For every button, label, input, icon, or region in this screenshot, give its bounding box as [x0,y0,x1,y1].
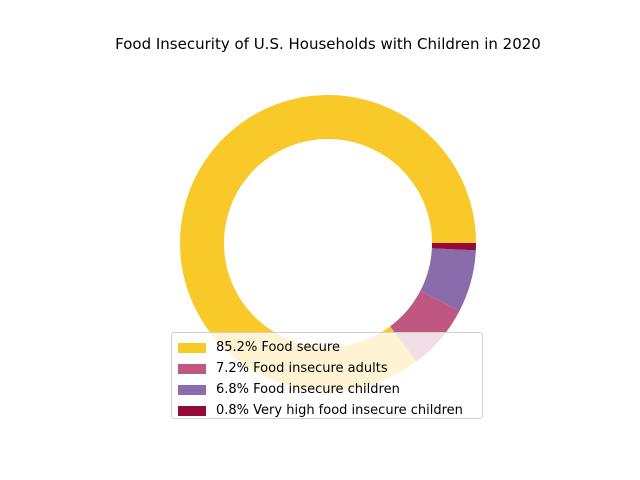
legend-swatch [178,342,206,353]
legend-item-very-high-food-insecure-children: 0.8% Very high food insecure children [178,400,482,421]
legend-label: 6.8% Food insecure children [216,382,400,397]
donut-slice-food-secure [179,95,476,392]
legend-item-food-insecure-adults: 7.2% Food insecure adults [178,358,482,379]
legend-item-food-secure: 85.2% Food secure [178,337,482,358]
legend-item-food-insecure-children: 6.8% Food insecure children [178,379,482,400]
legend-swatch [178,384,206,395]
donut-slice-very-high-food-insecure-children [431,243,476,251]
legend-label: 0.8% Very high food insecure children [216,403,463,418]
legend-label: 85.2% Food secure [216,340,340,355]
legend-swatch [178,363,206,374]
chart-title: Food Insecurity of U.S. Households with … [115,35,541,53]
donut-slice-food-insecure-children [420,248,476,312]
legend-label: 7.2% Food insecure adults [216,361,388,376]
chart-legend: 85.2% Food secure 7.2% Food insecure adu… [171,332,483,419]
legend-swatch [178,405,206,416]
